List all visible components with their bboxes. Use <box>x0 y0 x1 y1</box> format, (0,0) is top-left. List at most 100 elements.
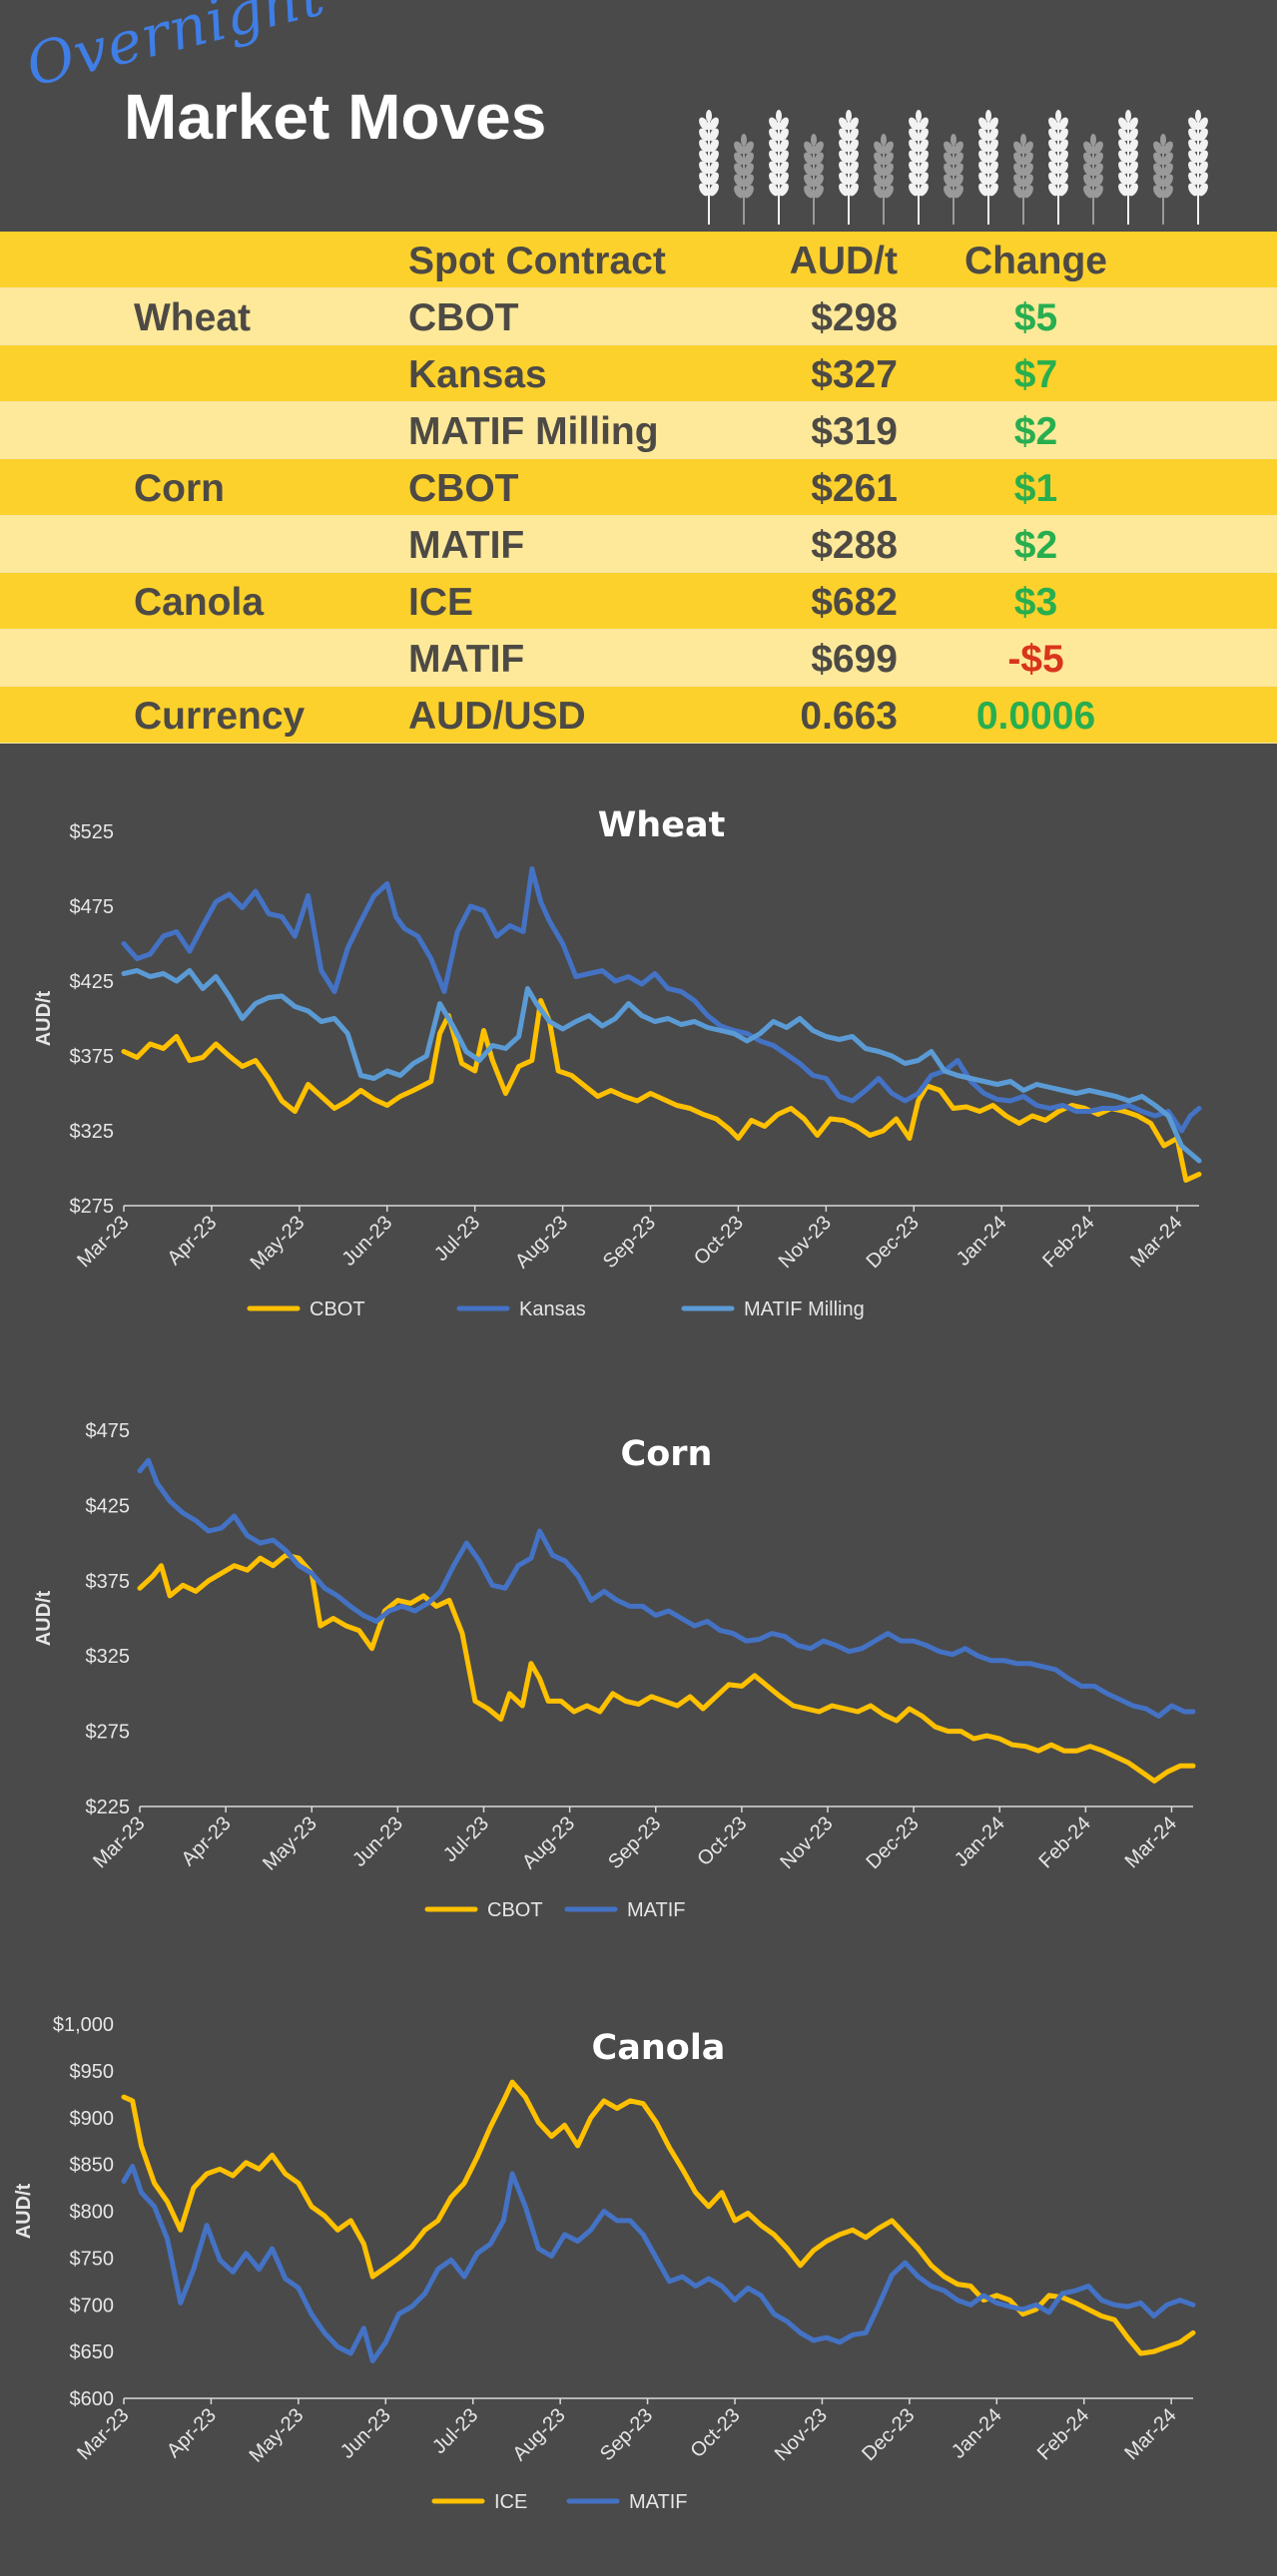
x-tick-label: Jun-23 <box>337 1212 396 1271</box>
y-tick-label: $375 <box>86 1571 131 1593</box>
x-tick-label: Sep-23 <box>604 1812 665 1873</box>
x-tick-label: Feb-24 <box>1035 1812 1095 1872</box>
change-value: -$5 <box>1007 638 1064 681</box>
chart-title: Corn <box>621 1434 713 1474</box>
y-tick-label: $375 <box>70 1046 115 1068</box>
x-tick-label: Aug-23 <box>511 1212 572 1273</box>
y-tick-label: $950 <box>70 2061 115 2083</box>
canola-chart-svg: Canola AUD/t $600 $650 $700 $750 $800 $850 $900 $… <box>13 2014 1196 2513</box>
x-tick-label: Dec-23 <box>862 1812 923 1873</box>
price-value: $261 <box>811 467 898 510</box>
x-tick-label: Nov-23 <box>775 1212 836 1273</box>
change-value: $7 <box>1013 353 1058 396</box>
contract-label: CBOT <box>408 467 519 510</box>
x-tick-label: Jan-24 <box>948 2404 1006 2463</box>
legend-label: MATIF Milling <box>744 1298 865 1320</box>
contract-label: ICE <box>408 581 474 624</box>
legend-label: Kansas <box>519 1298 586 1320</box>
y-tick-label: $850 <box>70 2155 115 2177</box>
x-tick-label: Mar-23 <box>89 1812 149 1872</box>
x-tick-label: Oct-23 <box>693 1812 751 1870</box>
x-tick-label: Apr-23 <box>163 2404 221 2462</box>
legend-label: CBOT <box>310 1298 365 1320</box>
change-value: $3 <box>1013 581 1058 624</box>
x-tick-label: Jun-23 <box>348 1812 407 1871</box>
series-line-matif <box>137 1457 1196 1719</box>
x-tick-label: Mar-24 <box>1126 1212 1186 1272</box>
commodity-label: Corn <box>134 467 225 510</box>
series-line-cbot <box>121 998 1202 1183</box>
commodity-label: Currency <box>134 695 306 738</box>
y-tick-label: $225 <box>86 1797 131 1818</box>
y-tick-label: $275 <box>70 1196 115 1218</box>
y-tick-label: $325 <box>70 1121 115 1143</box>
y-tick-label: $800 <box>70 2202 115 2224</box>
table-row: Currency AUD/USD 0.663 0.0006 <box>0 687 1277 744</box>
x-tick-label: Aug-23 <box>518 1812 579 1873</box>
wheat-chart-svg: Wheat AUD/t $275 $325 $375 $425 $475 $525 Mar-23… <box>33 805 1202 1320</box>
legend-label: MATIF <box>627 1899 686 1921</box>
contract-label: CBOT <box>408 296 519 339</box>
x-tick-label: Mar-24 <box>1121 1812 1181 1872</box>
y-axis-label: AUD/t <box>33 1590 55 1646</box>
corn-chart: Corn AUD/t $225 $275 $325 $375 $425 $475 Mar-23 A… <box>0 1397 1277 1936</box>
series-line-ice <box>121 2079 1196 2356</box>
x-tick-label: Nov-23 <box>776 1812 837 1873</box>
y-axis-label: AUD/t <box>33 990 55 1046</box>
y-tick-label: $325 <box>86 1646 131 1668</box>
x-tick-label: May-23 <box>259 1812 321 1875</box>
x-tick-label: Feb-24 <box>1038 1212 1098 1272</box>
y-tick-label: $475 <box>70 896 115 918</box>
y-tick-label: $275 <box>86 1722 131 1744</box>
y-tick-label: $475 <box>86 1420 131 1442</box>
commodity-label: Canola <box>134 581 265 624</box>
price-table: Spot Contract AUD/t Change Wheat CBOT $298… <box>0 232 1277 744</box>
x-tick-label: Mar-23 <box>73 1212 133 1272</box>
change-value: $1 <box>1013 467 1058 510</box>
y-tick-label: $425 <box>70 971 115 993</box>
contract-label: Kansas <box>408 353 547 396</box>
price-value: $288 <box>811 524 898 567</box>
y-tick-label: $425 <box>86 1495 131 1517</box>
header-change: Change <box>963 240 1107 282</box>
series-line-cbot <box>137 1552 1196 1784</box>
legend-label: MATIF <box>629 2491 688 2513</box>
table-row: MATIF $699 -$5 <box>0 630 1277 687</box>
x-tick-label: Jun-23 <box>336 2404 395 2463</box>
x-tick-label: May-23 <box>247 1212 310 1275</box>
price-value: 0.663 <box>800 695 898 738</box>
x-tick-label: Dec-23 <box>863 1212 924 1273</box>
table-body: Wheat CBOT $298 $5 Kansas $327 $7 MATIF Milling… <box>0 288 1277 744</box>
x-tick-label: Mar-24 <box>1120 2404 1180 2464</box>
series-line-matif-milling <box>121 968 1202 1164</box>
wheat-chart: Wheat AUD/t $275 $325 $375 $425 $475 $525 Mar-23… <box>0 778 1277 1337</box>
contract-label: MATIF <box>408 638 525 681</box>
x-tick-label: Jul-23 <box>430 1212 484 1266</box>
price-value: $319 <box>811 410 898 453</box>
price-value: $327 <box>811 353 898 396</box>
y-tick-label: $650 <box>70 2341 115 2363</box>
chart-title: Wheat <box>598 805 726 845</box>
x-tick-label: Jan-24 <box>953 1212 1011 1271</box>
price-value: $682 <box>811 581 898 624</box>
y-tick-label: $750 <box>70 2248 115 2270</box>
header-aud-t: AUD/t <box>789 240 898 282</box>
x-tick-label: Jul-23 <box>439 1812 493 1866</box>
y-tick-label: $600 <box>70 2388 115 2410</box>
x-tick-label: Oct-23 <box>687 2404 745 2462</box>
y-tick-label: $1,000 <box>53 2014 114 2036</box>
legend-label: CBOT <box>487 1899 543 1921</box>
corn-chart-svg: Corn AUD/t $225 $275 $325 $375 $425 $475 Mar-23 A… <box>33 1420 1196 1921</box>
y-axis-label: AUD/t <box>13 2183 35 2239</box>
series-line-matif <box>121 2164 1196 2363</box>
chart-title: Canola <box>592 2028 726 2068</box>
series-line-kansas <box>121 866 1202 1134</box>
commodity-label: Wheat <box>134 296 251 339</box>
table-row: Wheat CBOT $298 $5 <box>0 288 1277 345</box>
change-value: $2 <box>1013 524 1058 567</box>
x-tick-label: Feb-24 <box>1033 2404 1093 2464</box>
change-value: $2 <box>1013 410 1058 453</box>
x-tick-label: Apr-23 <box>163 1212 221 1270</box>
price-value: $699 <box>811 638 898 681</box>
